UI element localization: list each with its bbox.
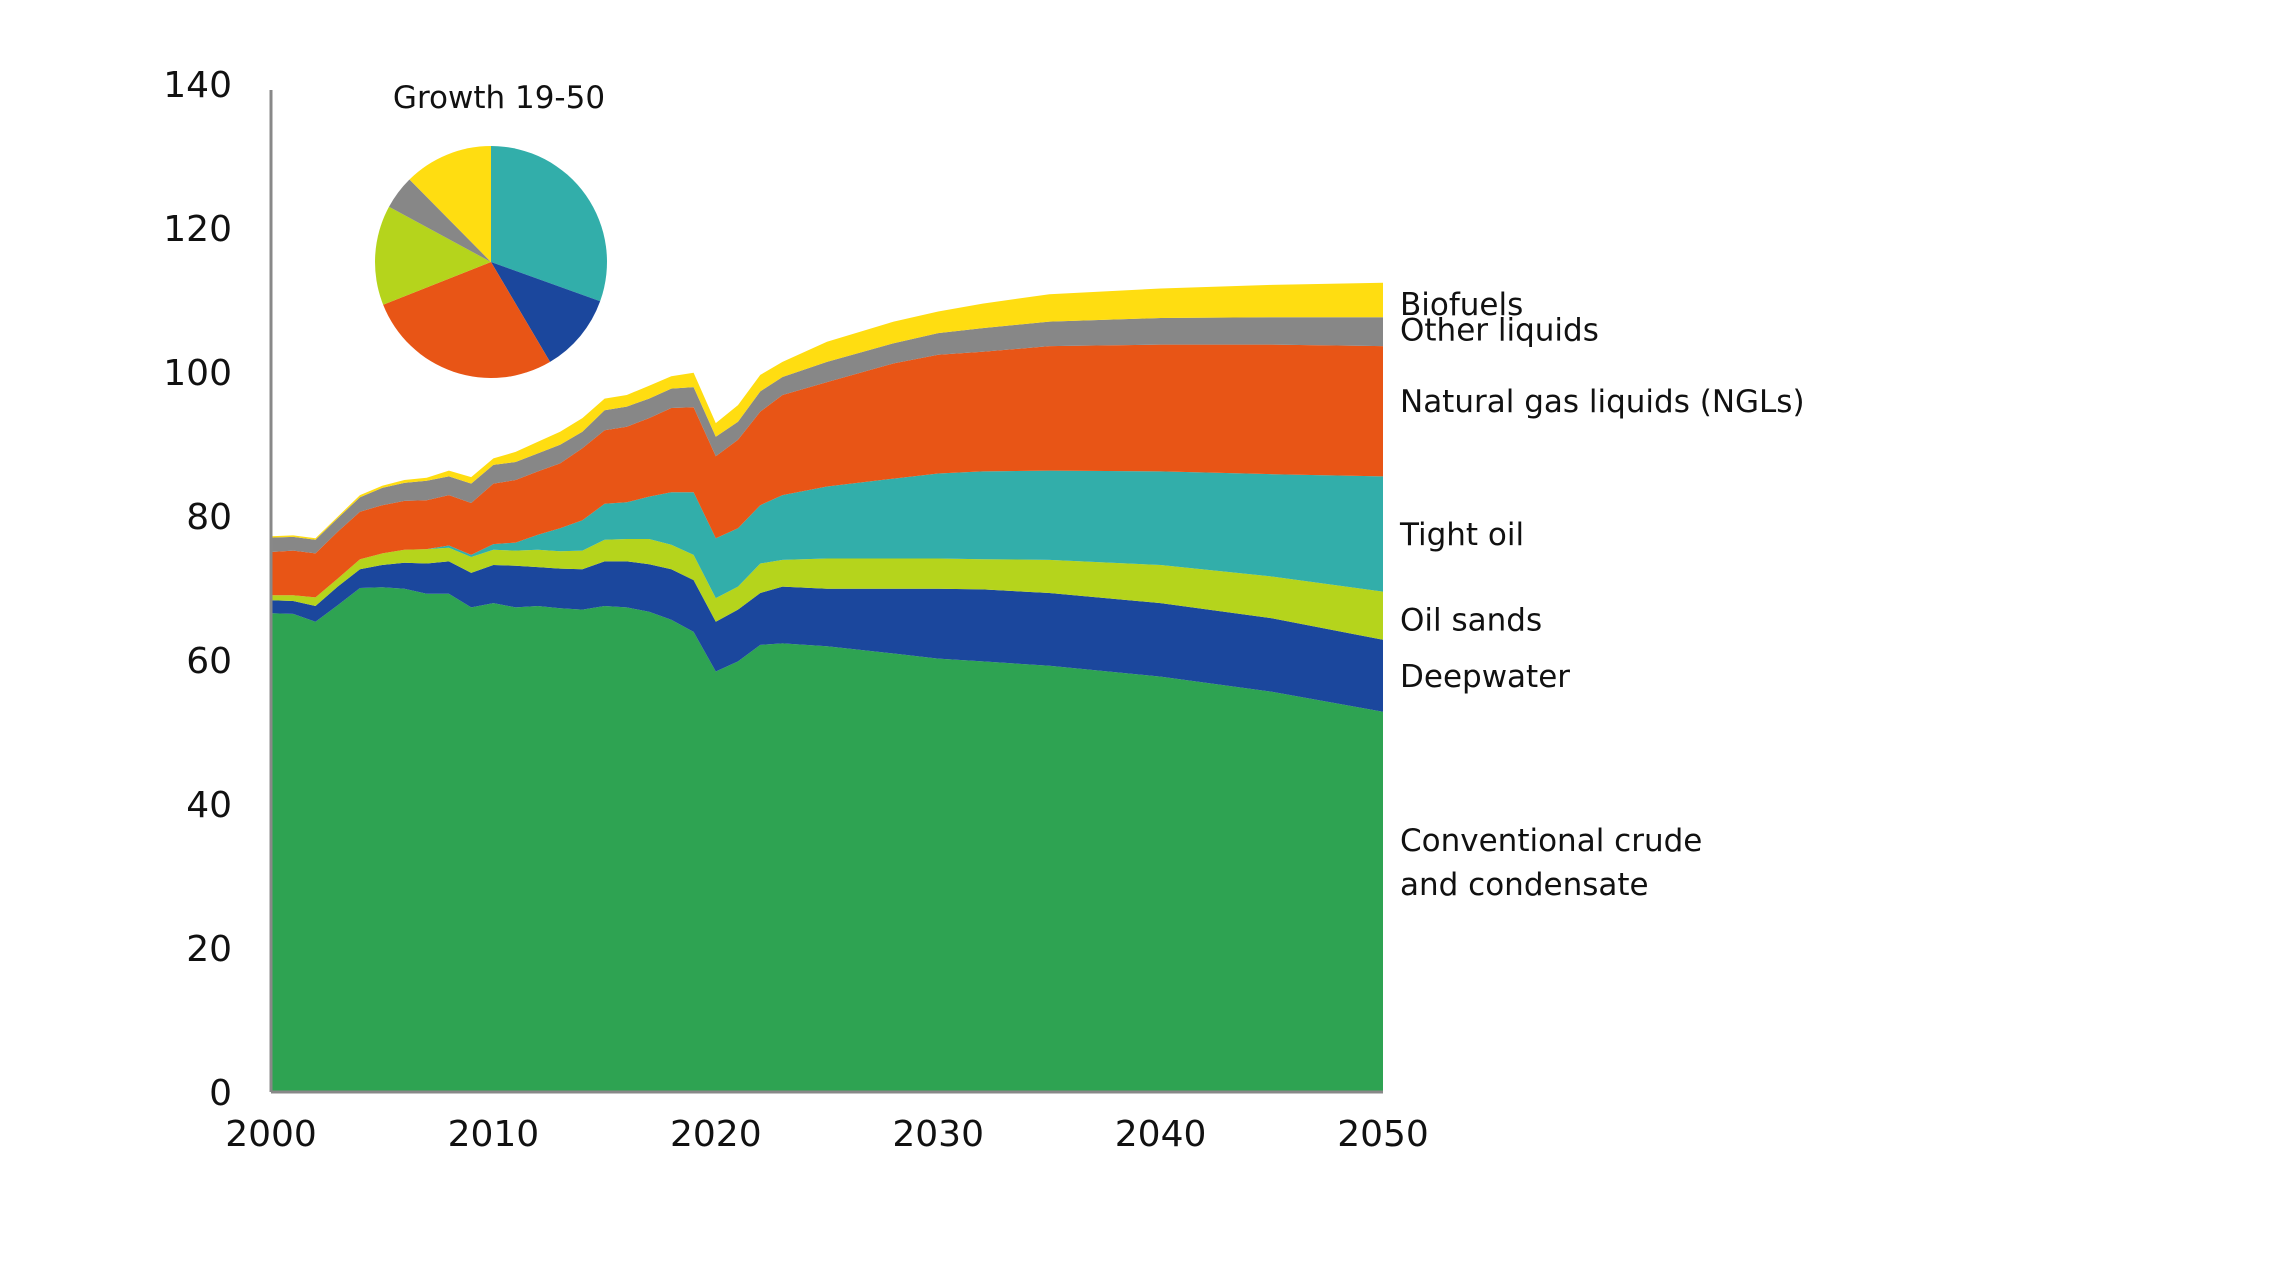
area-tight-oil [271, 470, 1383, 599]
pie-slices [375, 146, 607, 379]
pie-slice-natural-gas-liquids-ngls [383, 262, 551, 379]
pie-title: Growth 19-50 [393, 80, 605, 116]
area-layers [271, 282, 1383, 1092]
area-biofuels [271, 282, 1383, 540]
y-tick-label: 0 [209, 1073, 232, 1114]
y-tick-label: 40 [186, 785, 232, 826]
area-oil-sands [271, 539, 1383, 640]
pie-slice-biofuels [409, 146, 491, 262]
y-tick-label: 80 [186, 497, 232, 538]
pie-slice-other-liquids [389, 179, 491, 262]
series-label-conventional-crude-and-condensate: Conventional crude [1400, 823, 1702, 859]
x-tick-label: 2030 [892, 1114, 984, 1155]
x-axis-ticks: 2000 2010 2020 2030 2040 2050 [225, 1114, 1429, 1155]
series-label-natural-gas-liquids-ngls: Natural gas liquids (NGLs) [1400, 384, 1805, 420]
series-label-deepwater: Deepwater [1400, 659, 1570, 695]
pie-slice-deepwater [491, 262, 601, 362]
area-other-liquids [271, 317, 1383, 554]
y-tick-label: 140 [163, 65, 232, 106]
y-tick-label: 20 [186, 929, 232, 970]
series-label-tight-oil: Tight oil [1399, 517, 1524, 553]
x-tick-label: 2000 [225, 1114, 317, 1155]
y-axis-ticks: 0 20 40 60 80 100 120 140 [163, 65, 232, 1114]
growth-pie-inset: Growth 19-50 [375, 80, 607, 379]
series-label-other-liquids: Other liquids [1400, 313, 1599, 349]
series-labels: Conventional crude and condensate Deepwate… [1399, 287, 1805, 903]
x-tick-label: 2010 [448, 1114, 540, 1155]
x-tick-label: 2040 [1115, 1114, 1207, 1155]
x-tick-label: 2020 [670, 1114, 762, 1155]
area-natural-gas-liquids-ngls [271, 344, 1383, 598]
series-label-conventional-crude-and-condensate: and condensate [1400, 867, 1649, 903]
pie-slice-tight-oil [491, 146, 607, 302]
series-label-biofuels: Biofuels [1400, 287, 1523, 323]
area-conventional-crude-and-condensate [271, 587, 1383, 1092]
y-tick-label: 100 [163, 353, 232, 394]
y-tick-label: 60 [186, 641, 232, 682]
area-deepwater [271, 561, 1383, 712]
series-label-oil-sands: Oil sands [1400, 603, 1542, 639]
x-tick-label: 2050 [1337, 1114, 1429, 1155]
pie-slice-oil-sands [375, 206, 491, 305]
y-tick-label: 120 [163, 209, 232, 250]
